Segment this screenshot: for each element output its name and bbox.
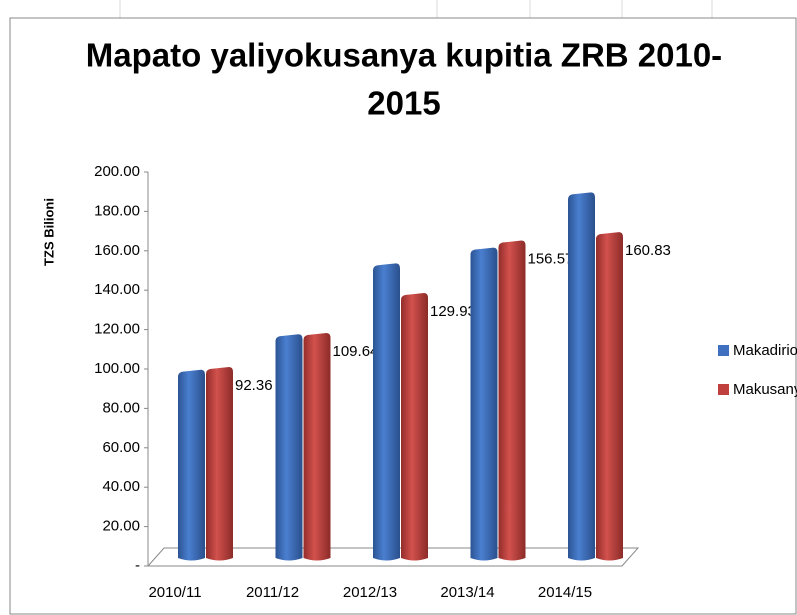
y-tick-label: 160.00 [94,242,140,259]
sheet-grid [119,0,713,18]
y-tick-label: 20.00 [102,518,140,535]
x-tick-label: 2011/12 [246,584,299,601]
y-tick-label: 120.00 [94,321,140,338]
data-label: 156.57 [528,251,574,268]
bar [303,333,331,561]
bar [568,192,595,561]
x-tick-label: 2010/11 [148,584,201,601]
x-tick-label: 2013/14 [440,584,494,601]
y-axis-title: TZS Bilioni [41,198,56,266]
data-label: 160.83 [625,242,671,259]
y-tick-label: 140.00 [94,281,140,298]
bar [206,367,233,561]
data-label: 109.64 [333,343,379,360]
legend-swatch [718,345,729,356]
y-tick-label: 80.00 [102,399,140,416]
legend-label: Makadirio [733,342,797,359]
data-label: 129.93 [430,303,476,320]
chart-title: Mapato yaliyokusanya kupitia ZRB 2010- [86,37,722,74]
chart-title: 2015 [367,85,440,122]
legend-swatch [718,384,729,395]
y-tick-label: 100.00 [94,360,140,377]
bar [275,334,303,561]
bar [178,369,205,561]
bar [373,263,400,561]
x-tick-label: 2014/15 [538,584,592,601]
y-tick-label: 60.00 [102,439,140,456]
x-tick-label: 2012/13 [343,584,397,601]
bar [470,247,498,561]
y-tick-label: 40.00 [102,478,140,495]
y-tick-label: - [135,557,140,574]
bar [596,232,623,561]
legend-label: Makusanyo [733,381,797,398]
bar [498,240,526,561]
bar [401,293,428,561]
y-tick-label: 180.00 [94,202,140,219]
data-label: 92.36 [235,377,273,394]
y-tick-label: 200.00 [94,163,140,180]
